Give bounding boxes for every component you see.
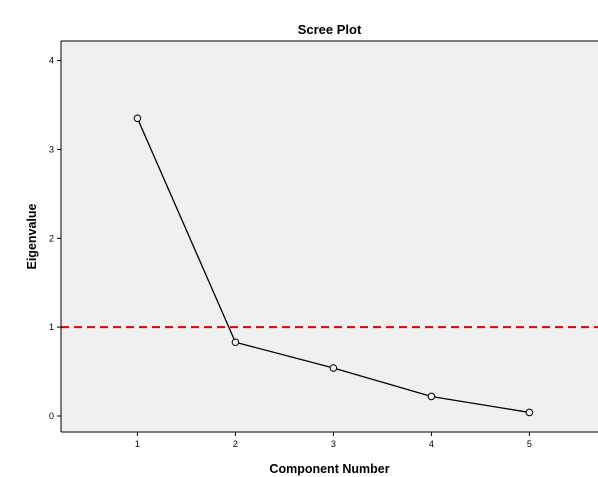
x-tick-label: 3 [331, 439, 336, 449]
chart-title: Scree Plot [298, 22, 362, 37]
x-tick-label: 2 [233, 439, 238, 449]
y-axis-title: Eigenvalue [25, 203, 39, 269]
plot-area [61, 41, 598, 432]
x-tick-label: 1 [135, 439, 140, 449]
data-point [231, 338, 240, 347]
y-tick-label: 1 [49, 322, 54, 332]
data-point [329, 364, 338, 372]
data-point [133, 114, 142, 123]
y-tick-label: 4 [49, 56, 54, 66]
y-tick-label: 2 [49, 233, 54, 243]
x-axis-title: Component Number [269, 462, 389, 476]
x-tick-label: 5 [527, 439, 532, 449]
y-tick-label: 3 [49, 144, 54, 154]
data-point [427, 392, 436, 401]
x-tick-label: 4 [429, 439, 434, 449]
y-tick-label: 0 [49, 411, 54, 421]
data-point [525, 408, 534, 417]
